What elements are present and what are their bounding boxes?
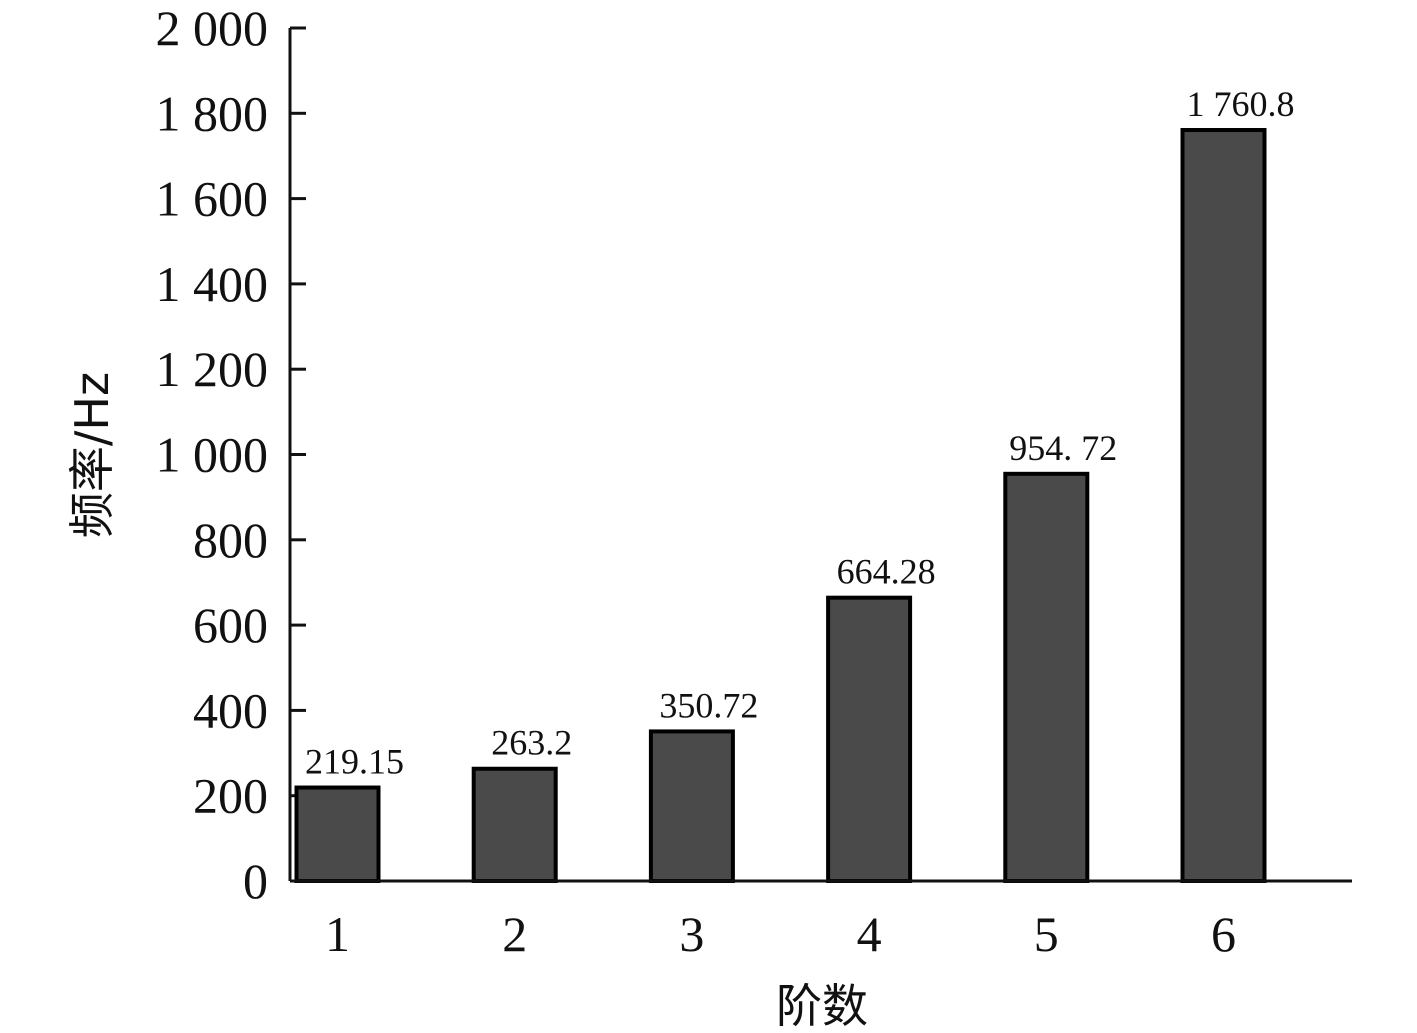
data-label-2: 263.2	[491, 723, 572, 763]
x-tick-label: 1	[325, 906, 350, 962]
data-label-1: 219.15	[305, 742, 404, 782]
bar-3	[648, 729, 735, 883]
y-tick-label: 800	[193, 512, 268, 568]
x-axis-ticks: 1 2 3 4 5 6	[325, 906, 1236, 962]
bar-6	[1180, 128, 1267, 883]
x-tick-label: 4	[857, 906, 882, 962]
bar-2	[471, 766, 558, 883]
bar-5	[1003, 471, 1090, 883]
y-axis-ticks: 0 200 400 600 800 1 000 1 200 1 400 1 600 1 800 2 …	[156, 0, 306, 909]
data-labels-group: 219.15 263.2 350.72 664.28 954. 72 1 760.8	[305, 84, 1295, 782]
data-label-6: 1 760.8	[1187, 84, 1295, 124]
y-axis-title: 频率/Hz	[65, 372, 119, 538]
bar-1	[294, 785, 381, 884]
x-axis-title: 阶数	[776, 979, 868, 1033]
y-tick-label: 1 600	[156, 171, 269, 227]
x-tick-label: 2	[502, 906, 527, 962]
x-tick-label: 3	[679, 906, 704, 962]
y-tick-label: 0	[243, 853, 268, 909]
x-tick-label: 6	[1211, 906, 1236, 962]
data-label-3: 350.72	[659, 685, 758, 725]
x-tick-label: 5	[1034, 906, 1059, 962]
y-tick-label: 1 800	[156, 85, 269, 141]
y-tick-label: 200	[193, 768, 268, 824]
y-tick-label: 1 400	[156, 256, 269, 312]
y-tick-label: 1 200	[156, 341, 269, 397]
y-tick-label: 400	[193, 682, 268, 738]
y-tick-label: 1 000	[156, 427, 269, 483]
bar-4	[826, 595, 913, 883]
y-tick-label: 2 000	[156, 0, 269, 56]
data-label-5: 954. 72	[1009, 428, 1117, 468]
bars-group	[294, 128, 1267, 884]
y-tick-label: 600	[193, 597, 268, 653]
data-label-4: 664.28	[837, 552, 936, 592]
